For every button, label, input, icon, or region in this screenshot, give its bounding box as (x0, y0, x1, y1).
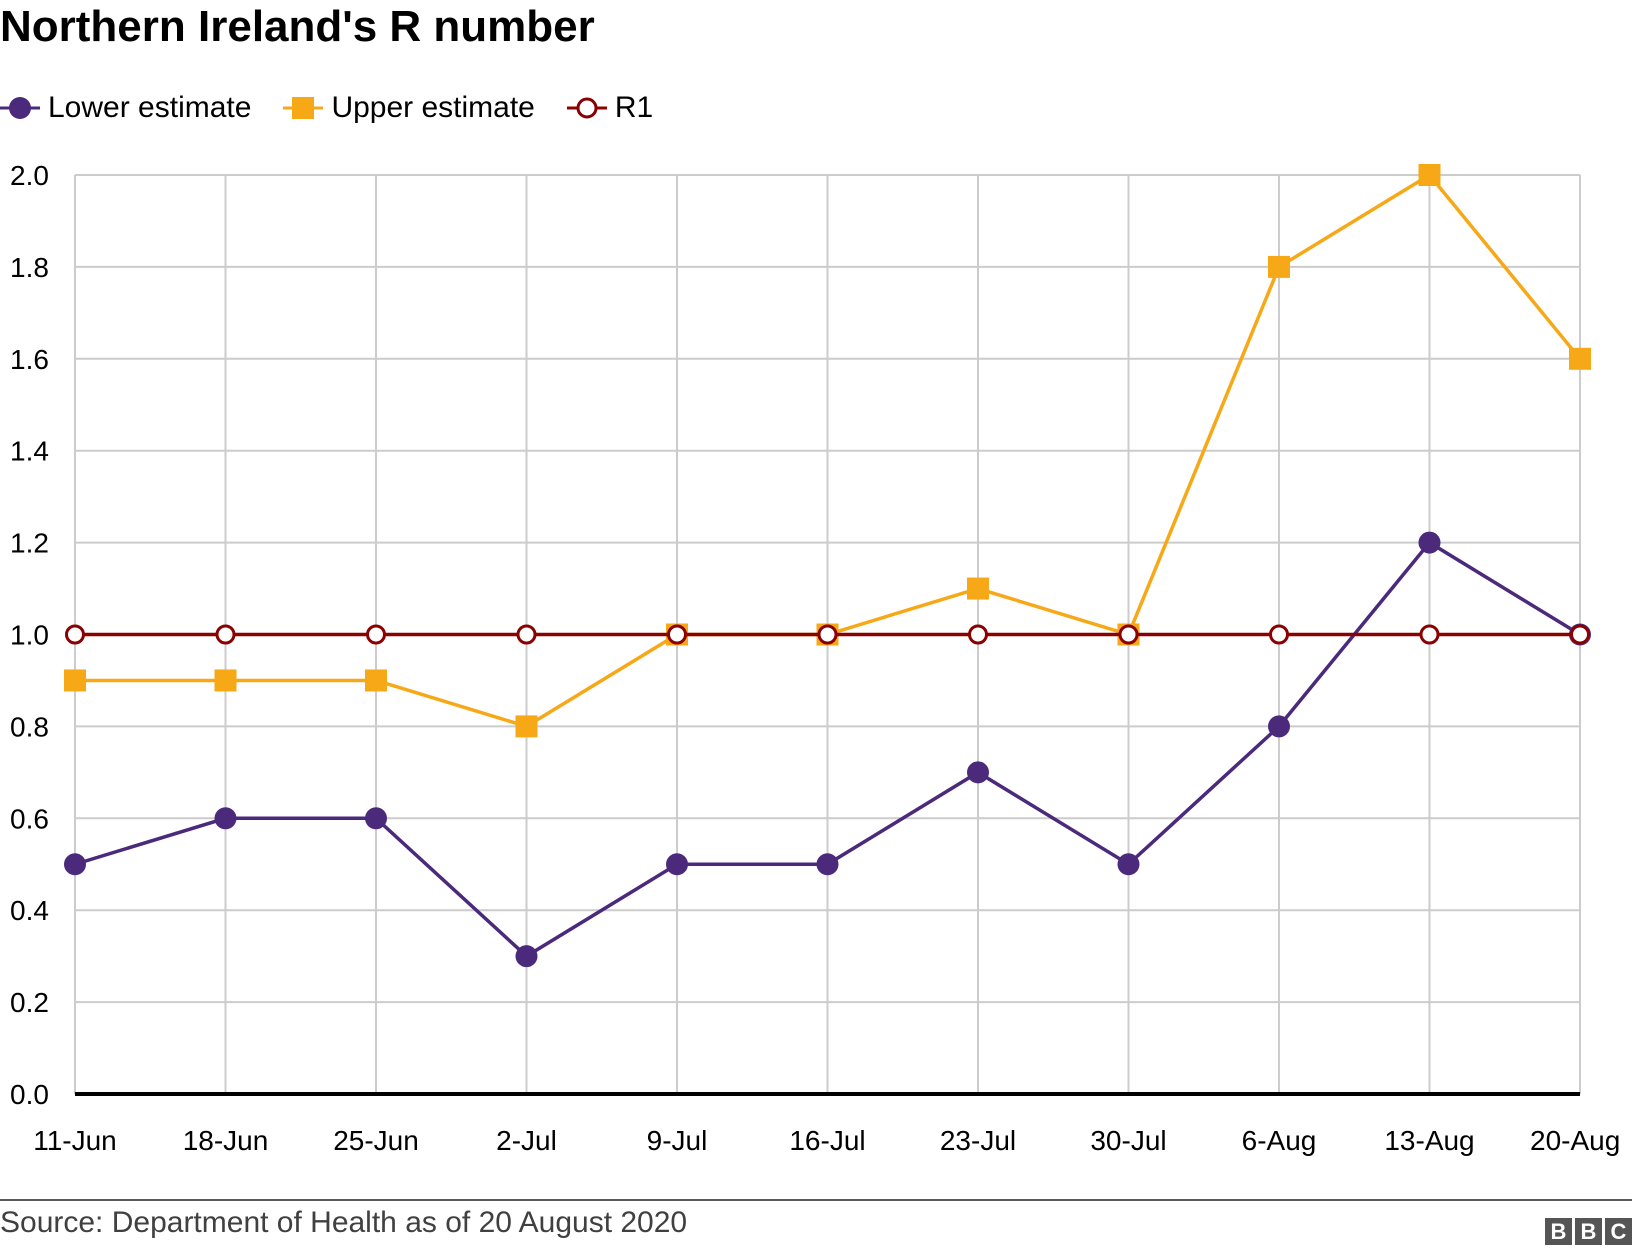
legend-item-lower-estimate: Lower estimate (0, 91, 251, 125)
legend: Lower estimate Upper estimate R1 (0, 86, 685, 130)
data-point-r1 (1419, 624, 1440, 645)
data-point-upper-estimate (1268, 255, 1290, 278)
legend-item-r1: R1 (566, 91, 654, 125)
x-tick-label: 20-Aug (1530, 1125, 1620, 1156)
x-tick-label: 18-Jun (183, 1125, 269, 1156)
data-point-r1 (1118, 624, 1139, 645)
data-point-lower-estimate (365, 807, 387, 830)
data-point-upper-estimate (214, 669, 237, 692)
legend-label-lower-estimate: Lower estimate (48, 91, 252, 124)
data-point-r1 (215, 624, 236, 645)
bbc-logo-b1: B (1545, 1218, 1572, 1245)
data-point-lower-estimate (64, 853, 86, 876)
x-tick-label: 11-Jun (33, 1125, 117, 1156)
chart-plot: 0.0 0.2 0.4 0.6 0.8 1.0 1.2 1.4 1.6 1.8 2.0 11-Jun 1… (10, 160, 1620, 1156)
y-tick-label: 0.8 (10, 711, 49, 742)
data-point-lower-estimate (666, 853, 688, 876)
y-tick-label: 0.0 (10, 1079, 49, 1110)
x-tick-label: 9-Jul (647, 1125, 708, 1156)
data-point-upper-estimate (365, 669, 387, 692)
data-point-r1 (366, 624, 386, 645)
data-point-r1 (1269, 624, 1289, 645)
data-point-lower-estimate (515, 945, 538, 968)
y-tick-label: 1.2 (10, 528, 49, 559)
y-tick-label: 1.0 (10, 620, 49, 651)
legend-marker-lower-estimate (0, 97, 40, 119)
y-tick-label: 0.4 (10, 895, 49, 926)
data-point-r1 (516, 624, 537, 645)
data-point-lower-estimate (1117, 853, 1140, 876)
x-tick-label: 2-Jul (496, 1125, 557, 1156)
source-note: Source: Department of Health as of 20 Au… (0, 1206, 688, 1239)
x-tick-label: 25-Jun (333, 1125, 419, 1156)
legend-label-r1: R1 (614, 91, 654, 124)
legend-marker-upper-estimate (283, 97, 324, 119)
y-tick-label: 1.4 (10, 436, 49, 467)
legend-label-upper-estimate: Upper estimate (331, 91, 535, 124)
bbc-logo-c: C (1605, 1218, 1632, 1245)
y-tick-label: 0.6 (10, 803, 49, 834)
x-tick-label: 23-Jul (940, 1125, 1016, 1156)
x-tick-label: 16-Jul (789, 1125, 865, 1156)
y-tick-label: 1.8 (10, 252, 49, 283)
y-tick-label: 2.0 (10, 160, 49, 191)
y-tick-label: 1.6 (10, 344, 49, 375)
legend-item-upper-estimate: Upper estimate (283, 91, 535, 125)
data-point-r1 (817, 624, 838, 645)
data-point-lower-estimate (967, 761, 989, 784)
x-tick-label: 30-Jul (1090, 1125, 1166, 1156)
data-point-upper-estimate (1418, 164, 1441, 186)
data-point-upper-estimate (515, 715, 538, 738)
data-point-r1 (65, 624, 85, 645)
data-point-r1 (968, 624, 988, 645)
y-tick-label: 0.2 (10, 987, 49, 1018)
data-point-r1 (1570, 624, 1590, 645)
bbc-logo-b2: B (1575, 1218, 1602, 1245)
data-point-upper-estimate (967, 577, 989, 600)
data-point-lower-estimate (1268, 715, 1290, 738)
footer-divider (0, 1199, 1632, 1201)
data-point-lower-estimate (214, 807, 237, 830)
x-tick-label: 6-Aug (1242, 1125, 1317, 1156)
x-tick-label: 13-Aug (1384, 1125, 1474, 1156)
data-point-lower-estimate (816, 853, 839, 876)
legend-marker-r1 (566, 97, 607, 119)
data-point-r1 (667, 624, 687, 645)
data-point-upper-estimate (64, 669, 86, 692)
data-point-lower-estimate (1418, 531, 1441, 554)
bbc-logo: B B C (1542, 1218, 1632, 1245)
chart-title: Northern Ireland's R number (0, 2, 595, 51)
data-point-upper-estimate (1569, 347, 1591, 370)
